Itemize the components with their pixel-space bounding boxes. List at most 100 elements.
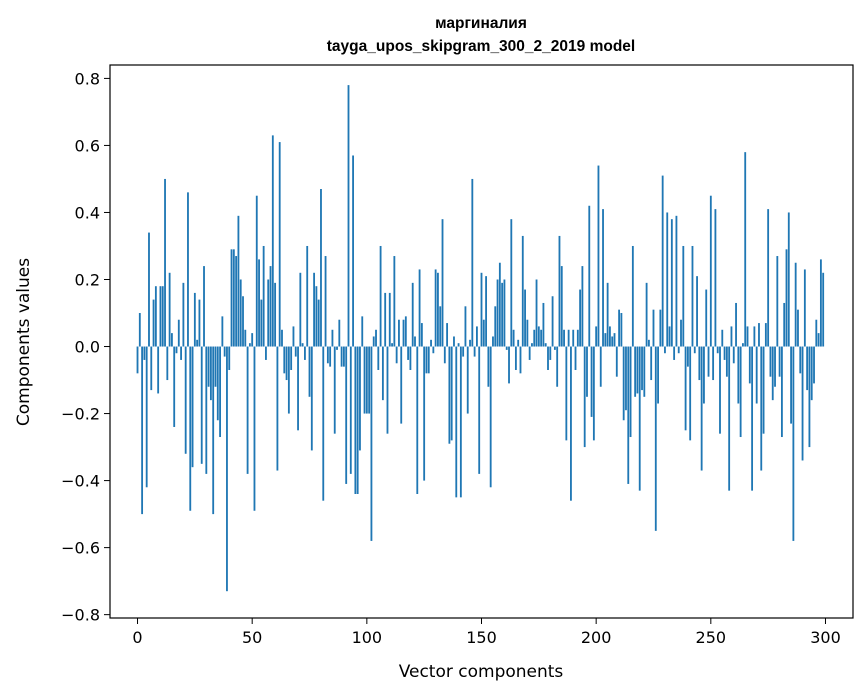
bar bbox=[459, 346, 462, 498]
bar bbox=[148, 232, 150, 347]
bar bbox=[558, 235, 561, 347]
bar bbox=[519, 346, 522, 374]
bar bbox=[675, 215, 678, 347]
bar bbox=[166, 346, 169, 381]
bar bbox=[581, 266, 584, 347]
bar bbox=[161, 286, 164, 347]
bar bbox=[730, 326, 733, 347]
bar bbox=[196, 339, 199, 347]
bar bbox=[306, 245, 309, 347]
bar bbox=[168, 272, 171, 347]
bar bbox=[606, 282, 609, 347]
bar bbox=[478, 346, 481, 474]
bar bbox=[322, 346, 325, 501]
bar bbox=[803, 269, 806, 347]
bar bbox=[219, 346, 221, 438]
bar bbox=[494, 306, 497, 347]
bar bbox=[457, 343, 460, 347]
bar bbox=[294, 346, 297, 357]
bar bbox=[203, 266, 205, 347]
bar bbox=[347, 85, 350, 347]
bar bbox=[432, 346, 435, 354]
bar bbox=[141, 346, 144, 515]
bar bbox=[544, 343, 547, 347]
bar bbox=[700, 346, 703, 471]
bar bbox=[329, 346, 332, 367]
bar bbox=[391, 343, 393, 347]
bar bbox=[395, 346, 398, 364]
bar bbox=[565, 346, 568, 441]
bar bbox=[661, 175, 664, 347]
bar bbox=[473, 346, 476, 357]
bar bbox=[398, 319, 400, 347]
bar bbox=[207, 346, 210, 387]
bar bbox=[783, 302, 786, 347]
bar bbox=[434, 269, 437, 347]
x-tick-label: 250 bbox=[696, 628, 727, 647]
bar bbox=[583, 346, 586, 448]
y-tick-label: −0.4 bbox=[61, 472, 100, 491]
x-axis: 0 50 100 150 200 250 300 bbox=[132, 618, 841, 647]
bar bbox=[822, 272, 825, 347]
bar bbox=[466, 346, 469, 414]
chart-title: маргиналия bbox=[435, 15, 527, 32]
bar bbox=[602, 209, 604, 347]
x-tick-label: 150 bbox=[466, 628, 497, 647]
bar bbox=[485, 276, 487, 347]
bar bbox=[744, 152, 747, 347]
bar bbox=[184, 346, 187, 454]
bar bbox=[780, 346, 783, 438]
bar bbox=[368, 346, 371, 414]
bar bbox=[370, 346, 373, 541]
bar bbox=[563, 329, 565, 347]
bar bbox=[193, 292, 196, 347]
bar bbox=[560, 266, 563, 347]
bar bbox=[641, 346, 643, 391]
bar bbox=[806, 346, 809, 391]
bar bbox=[402, 319, 405, 347]
bar bbox=[760, 346, 763, 471]
bar bbox=[446, 323, 449, 347]
chart-subtitle: tayga_upos_skipgram_300_2_2019 model bbox=[327, 38, 635, 55]
bar bbox=[643, 346, 646, 397]
bar bbox=[627, 346, 630, 484]
bar bbox=[269, 266, 272, 347]
bar bbox=[703, 346, 705, 404]
bar bbox=[212, 346, 215, 515]
bar bbox=[301, 343, 304, 347]
bar bbox=[659, 309, 662, 347]
bar bbox=[246, 346, 249, 474]
bar bbox=[810, 346, 813, 401]
bar bbox=[265, 346, 267, 360]
x-tick-label: 200 bbox=[581, 628, 612, 647]
bar bbox=[689, 346, 692, 441]
bar bbox=[450, 346, 453, 441]
bar bbox=[794, 262, 797, 347]
bar bbox=[313, 272, 316, 347]
bar bbox=[526, 319, 529, 347]
bar bbox=[668, 326, 671, 347]
bar bbox=[691, 245, 694, 347]
bar bbox=[570, 346, 572, 501]
bar bbox=[145, 346, 148, 488]
bar bbox=[324, 256, 327, 347]
bar bbox=[576, 329, 579, 347]
bar bbox=[271, 135, 274, 347]
bar bbox=[592, 346, 595, 441]
bar bbox=[586, 346, 588, 397]
bar bbox=[501, 282, 504, 347]
bar bbox=[326, 346, 329, 364]
bar bbox=[448, 346, 451, 444]
bar bbox=[721, 329, 724, 347]
bar bbox=[604, 333, 607, 347]
bar bbox=[652, 309, 655, 347]
bar bbox=[232, 249, 235, 347]
bar bbox=[363, 346, 366, 414]
bar bbox=[173, 346, 176, 427]
bar bbox=[209, 346, 212, 401]
bar bbox=[629, 346, 632, 438]
bar bbox=[719, 346, 721, 434]
bar bbox=[384, 292, 387, 347]
bar bbox=[787, 212, 790, 347]
bar bbox=[154, 286, 157, 347]
